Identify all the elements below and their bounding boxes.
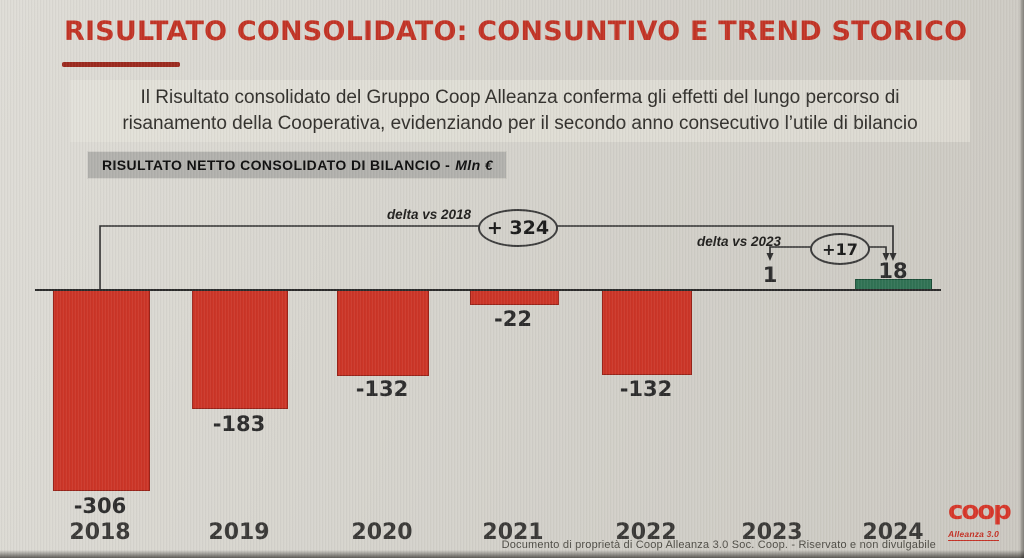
delta-2018-value-ellipse: + 324 — [478, 209, 558, 247]
title-underline — [62, 62, 180, 67]
value-label-2019: -183 — [212, 412, 266, 436]
page-title: RISULTATO CONSOLIDATO: CONSUNTIVO E TREN… — [64, 16, 968, 47]
subtitle-line-2: risanamento della Cooperativa, evidenzia… — [122, 113, 918, 134]
bar-2022 — [602, 291, 692, 375]
coop-logo: coop Alleanza 3.0 — [948, 496, 1012, 542]
coop-logo-wordmark: coop — [948, 496, 1012, 526]
subtitle-line-1: Il Risultato consolidato del Gruppo Coop… — [140, 87, 900, 108]
footer-disclaimer: Documento di proprietà di Coop Alleanza … — [501, 539, 936, 551]
arrowhead-2023 — [766, 253, 774, 261]
year-label-2020: 2020 — [351, 520, 413, 545]
year-label-2019: 2019 — [208, 520, 270, 545]
value-label-2024: 18 — [878, 259, 908, 283]
value-label-2023: 1 — [762, 263, 778, 287]
bar-2019 — [192, 291, 288, 409]
delta-2023-value-ellipse: +17 — [810, 233, 870, 265]
year-label-2022: 2022 — [615, 520, 677, 545]
delta-2018-label: delta vs 2018 — [386, 207, 471, 222]
value-label-2022: -132 — [619, 377, 673, 401]
bar-2024 — [855, 279, 932, 290]
value-label-2020: -132 — [355, 377, 409, 401]
arrowhead-2024-from-2023 — [882, 253, 890, 261]
year-label-2023: 2023 — [741, 520, 803, 545]
chart-title-text: RISULTATO NETTO CONSOLIDATO DI BILANCIO … — [102, 157, 451, 173]
delta-2023-label: delta vs 2023 — [697, 234, 782, 249]
chart-title-badge: RISULTATO NETTO CONSOLIDATO DI BILANCIO … — [88, 152, 507, 178]
coop-logo-subbrand: Alleanza 3.0 — [948, 529, 1000, 541]
bar-2020 — [337, 291, 429, 376]
bar-2021 — [470, 291, 559, 305]
year-label-2018: 2018 — [69, 520, 131, 545]
photo-right-edge — [1019, 0, 1024, 558]
photo-bottom-edge — [0, 550, 1024, 558]
value-label-2021: -22 — [494, 307, 532, 331]
arrowhead-2024-from-2018 — [889, 253, 897, 261]
chart-unit-label: Mln € — [455, 157, 494, 173]
bar-2018 — [53, 291, 150, 491]
year-label-2024: 2024 — [862, 520, 924, 545]
year-label-2021: 2021 — [482, 520, 544, 545]
slide-subtitle: Il Risultato consolidato del Gruppo Coop… — [70, 80, 970, 142]
value-label-2018: -306 — [73, 494, 127, 518]
